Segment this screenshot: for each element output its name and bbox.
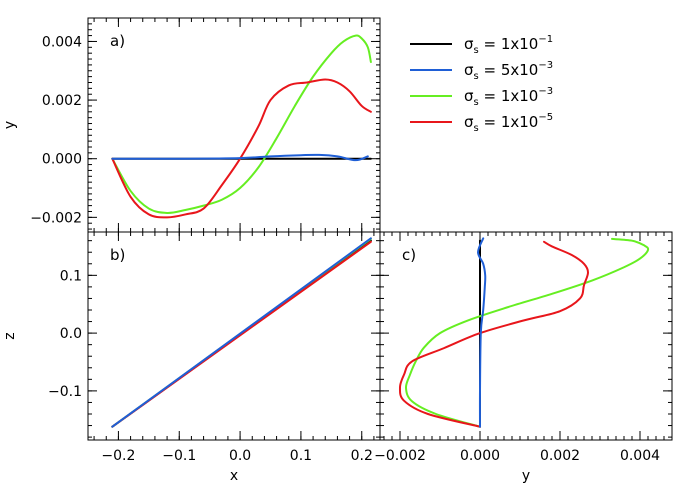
legend: σs = 1x10−1 σs = 5x10−3 σs = 1x10−3 σs = 1x… [410,34,553,134]
panel-c-xtick-label: 0.002 [540,448,580,464]
panel-c-line-s3 [404,237,650,428]
panel-b-ylabel: z [2,332,18,339]
panel-a-label: a) [110,32,125,50]
panel-a-ytick-label: 0.002 [42,93,82,109]
panel-c-frame [379,231,673,441]
panel-b-ytick-label: −0.1 [48,384,82,400]
panel-b-label: b) [110,246,125,264]
panel-b-ytick-label: 0.1 [60,268,82,284]
panel-a-line-s4 [111,78,372,219]
panel-a: −0.002 0.000 0.002 0.004 y a) [2,17,381,233]
panel-c-xtick-label: −0.002 [374,448,426,464]
legend-label: σs = 1x10−1 [464,34,553,56]
panel-c-xtick-label: 0.004 [620,448,660,464]
panel-a-series [111,34,372,219]
legend-entry-s2: σs = 5x10−3 [410,60,553,82]
panel-b-xtick-label: −0.1 [162,448,196,464]
panel-c-label: c) [402,246,416,264]
legend-label: σs = 1x10−3 [464,86,553,108]
panel-a-ylabel: y [2,121,18,129]
panel-b-xtick-label: −0.2 [101,448,135,464]
panel-c-xtick-label: 0.000 [460,448,500,464]
panel-c-xlabel: y [522,468,530,484]
legend-entry-s4: σs = 1x10−5 [410,112,553,134]
panel-c-line-s2 [477,237,487,428]
panel-a-ytick-label: 0.000 [42,152,82,168]
legend-entry-s3: σs = 1x10−3 [410,86,553,108]
panel-b-xlabel: x [230,468,238,484]
legend-label: σs = 1x10−5 [464,112,553,134]
panel-a-line-s3 [111,34,372,214]
panel-b-xtick-label: 0.1 [290,448,312,464]
panel-b-xtick-label: 0.0 [229,448,251,464]
legend-label: σs = 5x10−3 [464,60,553,82]
panel-c-line-s4 [398,240,589,428]
panel-b-ytick-label: 0.0 [60,326,82,342]
panel-a-ytick-label: −0.002 [30,210,82,226]
panel-b-xtick-label: 0.2 [351,448,373,464]
panel-b: −0.2 −0.1 0.0 0.1 0.2 −0.1 0.0 0.1 x z b) [2,231,381,484]
panel-b-line-s2 [111,237,372,428]
panel-a-line-s2 [111,153,369,162]
legend-entry-s1: σs = 1x10−1 [410,34,553,56]
panel-a-ytick-label: 0.004 [42,34,82,50]
panel-c-series [398,237,650,428]
panel-c: −0.002 0.000 0.002 0.004 y c) [374,231,673,484]
panel-b-series [111,237,372,428]
